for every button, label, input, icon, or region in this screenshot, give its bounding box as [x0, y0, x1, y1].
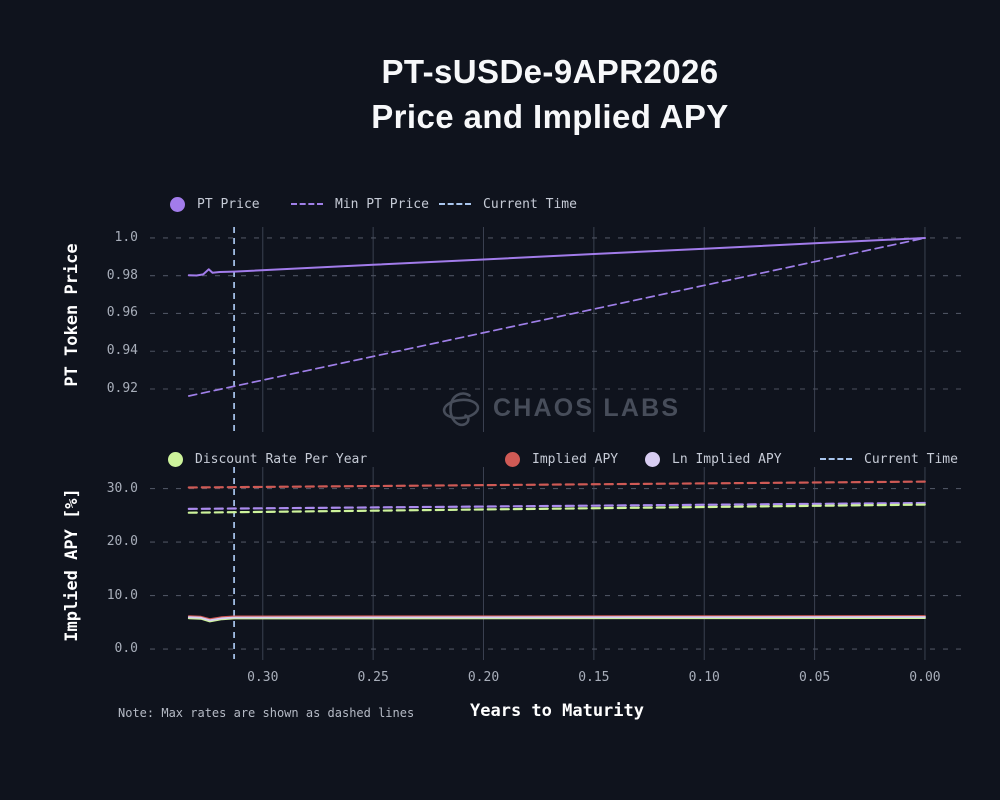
- legend-label-pt-price: PT Price: [197, 196, 260, 212]
- min-pt-price-line: [187, 237, 926, 397]
- x-tick-label: 0.25: [357, 670, 389, 685]
- max-ln-implied-apy-line: [187, 501, 927, 511]
- y-tick-label: 0.0: [114, 641, 138, 657]
- ln-implied-apy-line: [187, 616, 926, 622]
- y-axis-label-apy: Implied APY [%]: [62, 488, 82, 642]
- y-tick-label: 30.0: [106, 480, 138, 496]
- current-time-dash-swatch: [820, 458, 852, 460]
- legend-label-current-time-bottom: Current Time: [864, 451, 958, 467]
- legend-item-min-pt-price: Min PT Price: [291, 195, 429, 213]
- legend-label-current-time-top: Current Time: [483, 196, 577, 212]
- ln-implied-apy-dot-swatch: [645, 451, 660, 467]
- y-tick-label: 10.0: [106, 587, 138, 603]
- chart-title: PT-sUSDe-9APR2026 Price and Implied APY: [100, 49, 1000, 139]
- y-tick-label: 1.0: [114, 229, 138, 245]
- discount-rate-per-year-line: [187, 617, 926, 623]
- legend-item-pt-price: PT Price: [170, 195, 260, 213]
- chaos-labs-atom-icon: [442, 392, 480, 427]
- implied-apy-line: [187, 615, 926, 621]
- x-tick-label: 0.15: [578, 670, 610, 685]
- y-tick-label: 0.96: [106, 305, 138, 321]
- current-time-dash-swatch: [439, 203, 471, 205]
- x-tick-label: 0.05: [798, 670, 831, 685]
- pt-price-chart: [150, 227, 966, 432]
- legend-item-discount-rate: Discount Rate Per Year: [168, 450, 367, 468]
- legend-item-current-time-bottom: Current Time: [820, 450, 958, 468]
- chart-title-line1: PT-sUSDe-9APR2026: [381, 53, 719, 90]
- y-tick-label: 0.98: [106, 267, 138, 283]
- max-implied-apy-line: [187, 480, 927, 489]
- y-tick-label: 0.94: [106, 343, 138, 359]
- legend-label-min-pt-price: Min PT Price: [335, 196, 429, 212]
- min-pt-price-dash-swatch: [291, 203, 323, 205]
- legend-label-ln-implied-apy: Ln Implied APY: [672, 451, 782, 467]
- implied-apy-dot-swatch: [505, 451, 520, 467]
- discount-rate-dot-swatch: [168, 451, 183, 467]
- legend-label-discount-rate: Discount Rate Per Year: [195, 451, 368, 467]
- implied-apy-chart: [150, 467, 966, 660]
- chart-title-line2: Price and Implied APY: [371, 98, 729, 135]
- footnote: Note: Max rates are shown as dashed line…: [118, 706, 415, 720]
- pt-price-dot-swatch: [170, 196, 185, 212]
- legend-item-ln-implied-apy: Ln Implied APY: [645, 450, 782, 468]
- watermark: CHAOS LABS: [441, 386, 680, 430]
- max-discount-rate-per-year-line: [187, 503, 927, 514]
- x-tick-label: 0.00: [909, 670, 941, 685]
- x-tick-label: 0.30: [247, 670, 279, 685]
- x-tick-label: 0.10: [688, 670, 720, 685]
- x-axis-label: Years to Maturity: [470, 701, 644, 721]
- y-tick-label: 0.92: [106, 380, 138, 396]
- x-tick-label: 0.20: [467, 670, 500, 685]
- pt-price-line: [187, 237, 926, 277]
- legend-label-implied-apy: Implied APY: [532, 451, 619, 467]
- y-tick-label: 20.0: [106, 534, 138, 550]
- watermark-text: CHAOS LABS: [493, 393, 681, 422]
- legend-item-implied-apy: Implied APY: [505, 450, 618, 468]
- legend-item-current-time-top: Current Time: [439, 195, 577, 213]
